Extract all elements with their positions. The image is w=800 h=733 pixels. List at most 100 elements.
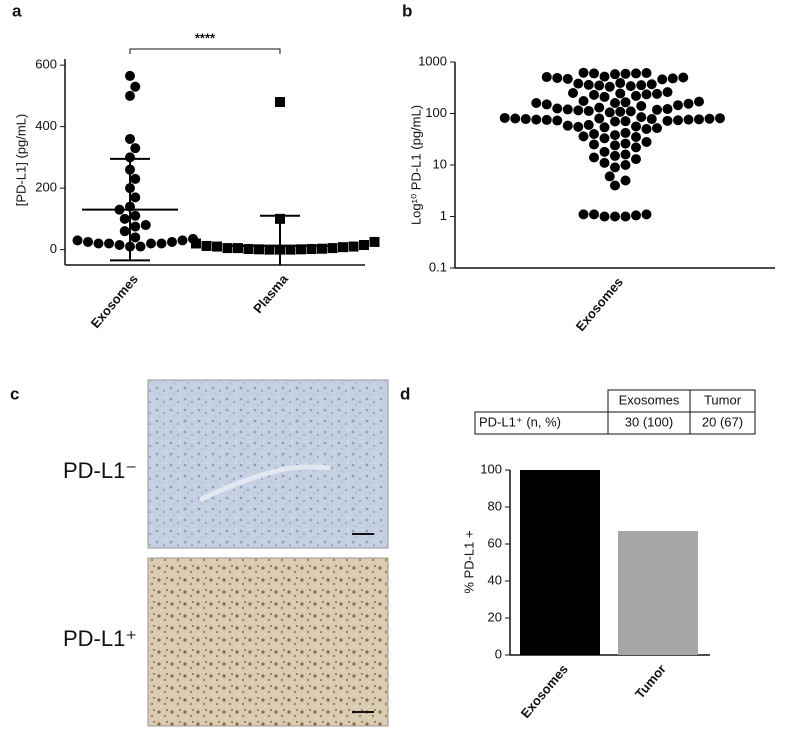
dot: [683, 98, 694, 109]
dot: [599, 122, 610, 133]
dot: [615, 106, 626, 117]
table-row-box: [474, 411, 756, 435]
dot: [620, 97, 631, 108]
dot: [583, 119, 594, 130]
dot: [636, 100, 647, 111]
dot: [243, 244, 254, 255]
dot: [589, 89, 599, 100]
y-tick-label: 60: [488, 535, 502, 550]
tissue-gap: [198, 464, 331, 503]
y-tick-label: 80: [488, 498, 502, 513]
dot: [599, 91, 610, 102]
dot: [589, 128, 599, 139]
dot: [694, 96, 704, 107]
dot: [233, 243, 243, 254]
dot: [275, 97, 285, 108]
dot: [631, 154, 641, 165]
dot: [327, 243, 338, 254]
dot: [520, 114, 531, 125]
dot: [610, 97, 620, 108]
dot: [594, 80, 605, 91]
significance-bracket: [129, 48, 281, 54]
dot: [125, 133, 135, 144]
dot: [285, 244, 296, 255]
dot: [620, 211, 631, 222]
dot: [610, 130, 620, 141]
dot: [146, 238, 156, 249]
y-axis-label: [PD-L1] (pg/mL): [13, 114, 28, 206]
dot: [140, 220, 151, 231]
dot: [715, 113, 725, 124]
dot: [610, 211, 620, 222]
y-tick-label: 200: [35, 180, 57, 195]
dot: [599, 133, 610, 144]
dot: [631, 68, 641, 79]
dot: [317, 243, 327, 254]
dot: [631, 90, 641, 101]
table-header: Exosomes: [619, 392, 680, 407]
dot: [510, 113, 521, 124]
x-tick-label: Plasma: [250, 271, 291, 316]
dot: [704, 113, 715, 124]
y-axis-label: Log¹⁰ PD-L1 (pg/mL): [408, 105, 423, 225]
ihc-image: [147, 379, 389, 549]
dot: [694, 114, 704, 125]
dot: [620, 68, 631, 79]
dot: [646, 114, 657, 125]
y-tick-label: 400: [35, 118, 57, 133]
dot: [678, 72, 689, 83]
dot: [568, 88, 578, 99]
x-tick-label: Exosomes: [88, 271, 141, 330]
dot: [589, 68, 599, 79]
dot: [348, 241, 359, 252]
y-tick-label: 0.1: [429, 259, 447, 274]
dot: [562, 73, 573, 84]
panel-letter: a: [12, 1, 22, 20]
dot: [620, 160, 631, 170]
dot: [641, 89, 652, 100]
dot: [652, 104, 662, 115]
dot: [338, 242, 348, 253]
dot: [662, 115, 673, 126]
y-tick-label: 20: [488, 609, 502, 624]
dot: [599, 71, 610, 82]
dot: [652, 123, 662, 134]
dot: [531, 114, 542, 125]
dot: [83, 236, 93, 247]
dot: [589, 139, 599, 150]
ihc-image: [147, 557, 389, 727]
dot: [610, 162, 620, 173]
dot: [620, 149, 631, 160]
dot: [615, 88, 626, 99]
panel-letter: b: [402, 1, 412, 20]
dot: [222, 243, 233, 254]
dot: [620, 116, 631, 127]
dot: [610, 116, 620, 127]
dot: [625, 81, 636, 92]
dot: [636, 112, 647, 123]
dot: [93, 238, 104, 249]
y-tick-label: 1000: [418, 53, 447, 68]
dot: [610, 180, 620, 191]
dot: [552, 72, 563, 83]
dot: [119, 226, 130, 237]
dot: [631, 210, 641, 221]
dot: [306, 244, 317, 255]
y-tick-label: 100: [480, 461, 502, 476]
dot: [130, 210, 141, 221]
image-label: PD-L1⁻: [63, 458, 137, 483]
x-tick-label: Tumor: [632, 661, 669, 701]
dot: [296, 244, 306, 255]
dot: [201, 240, 212, 251]
dot: [130, 192, 141, 203]
dot: [599, 211, 610, 222]
dot: [610, 140, 620, 151]
dot: [264, 244, 275, 255]
y-tick-label: 100: [425, 105, 447, 120]
dot: [636, 80, 647, 91]
dot: [369, 236, 380, 247]
y-tick-label: 600: [35, 57, 57, 72]
dot: [604, 81, 615, 92]
dot: [212, 241, 222, 252]
